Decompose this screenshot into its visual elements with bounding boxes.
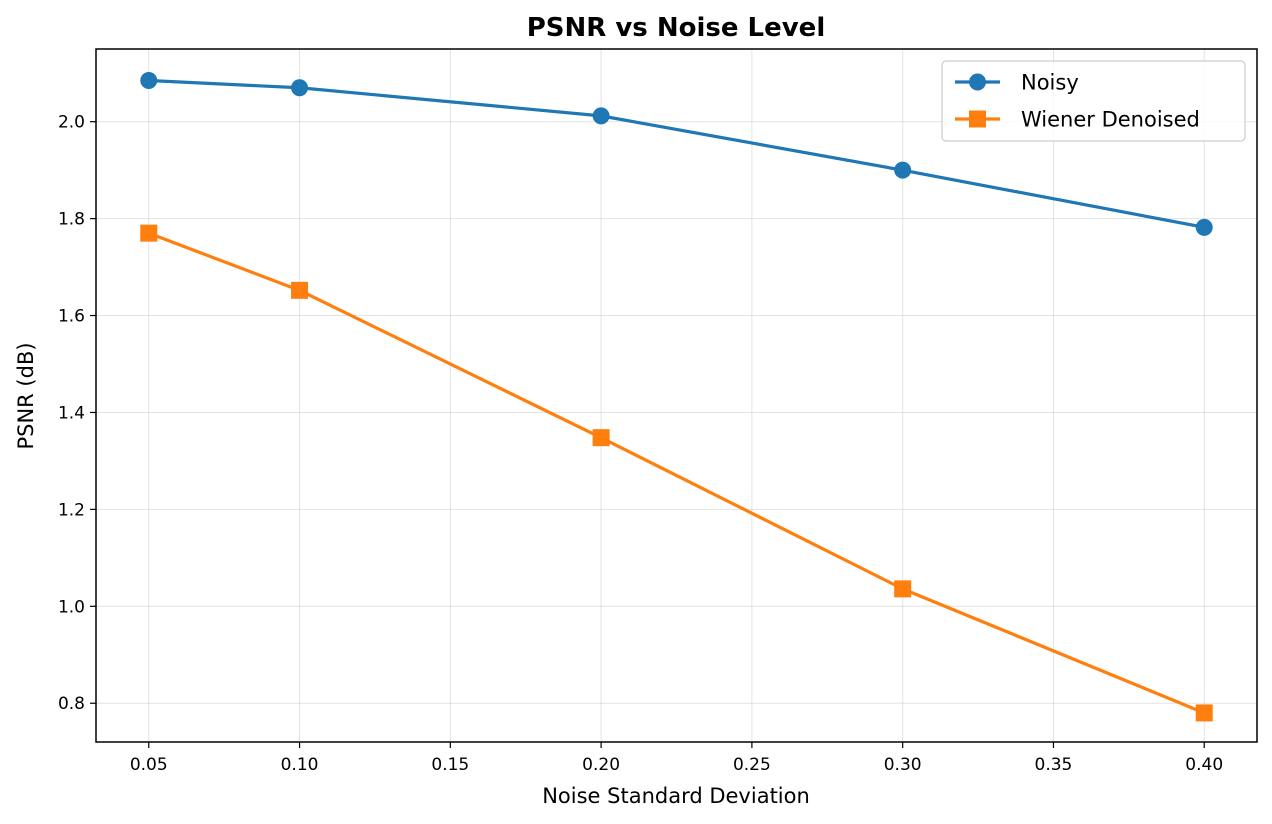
x-tick-label: 0.35 (1035, 755, 1073, 775)
x-tick-label: 0.10 (281, 755, 319, 775)
data-point-noisy (592, 107, 610, 125)
legend-label-1: Noisy (1021, 71, 1079, 95)
legend-marker-circle (969, 73, 986, 91)
x-tick-label: 0.30 (884, 755, 922, 775)
x-tick-label: 0.25 (733, 755, 771, 775)
data-point-noisy (1195, 218, 1213, 236)
data-point-noisy (894, 161, 912, 179)
chart-title: PSNR vs Noise Level (527, 13, 825, 43)
x-tick-label: 0.15 (431, 755, 469, 775)
data-point-wiener (140, 224, 158, 242)
x-axis-label: Noise Standard Deviation (542, 784, 810, 808)
x-tick-label: 0.05 (130, 755, 168, 775)
legend-marker-square (969, 110, 986, 128)
y-tick-label: 1.8 (58, 210, 85, 230)
y-tick-label: 1.2 (58, 500, 85, 520)
axis-ticks: 0.05 0.10 0.15 0.20 0.25 0.30 0.35 0.40 0.8 1.0 1.… (58, 113, 1223, 775)
data-point-wiener (592, 429, 610, 447)
x-tick-label: 0.40 (1185, 755, 1223, 775)
y-tick-label: 1.0 (58, 597, 85, 617)
y-axis-label: PSNR (dB) (14, 342, 38, 449)
data-point-wiener (1195, 704, 1213, 722)
y-tick-label: 1.6 (58, 307, 85, 327)
legend-label-2: Wiener Denoised (1021, 108, 1200, 132)
y-tick-label: 2.0 (58, 113, 85, 133)
data-point-wiener (291, 281, 309, 299)
grid-lines (96, 49, 1257, 742)
y-tick-label: 0.8 (58, 694, 85, 714)
series-group (140, 72, 1213, 722)
x-tick-label: 0.20 (582, 755, 620, 775)
legend: Noisy Wiener Denoised (941, 60, 1246, 142)
series-line-2 (148, 231, 1205, 715)
data-point-noisy (291, 79, 309, 97)
data-point-noisy (140, 72, 158, 89)
legend-box (941, 60, 1246, 142)
y-tick-label: 1.4 (58, 403, 85, 423)
data-point-wiener (894, 580, 912, 598)
plot-frame (95, 48, 1258, 743)
